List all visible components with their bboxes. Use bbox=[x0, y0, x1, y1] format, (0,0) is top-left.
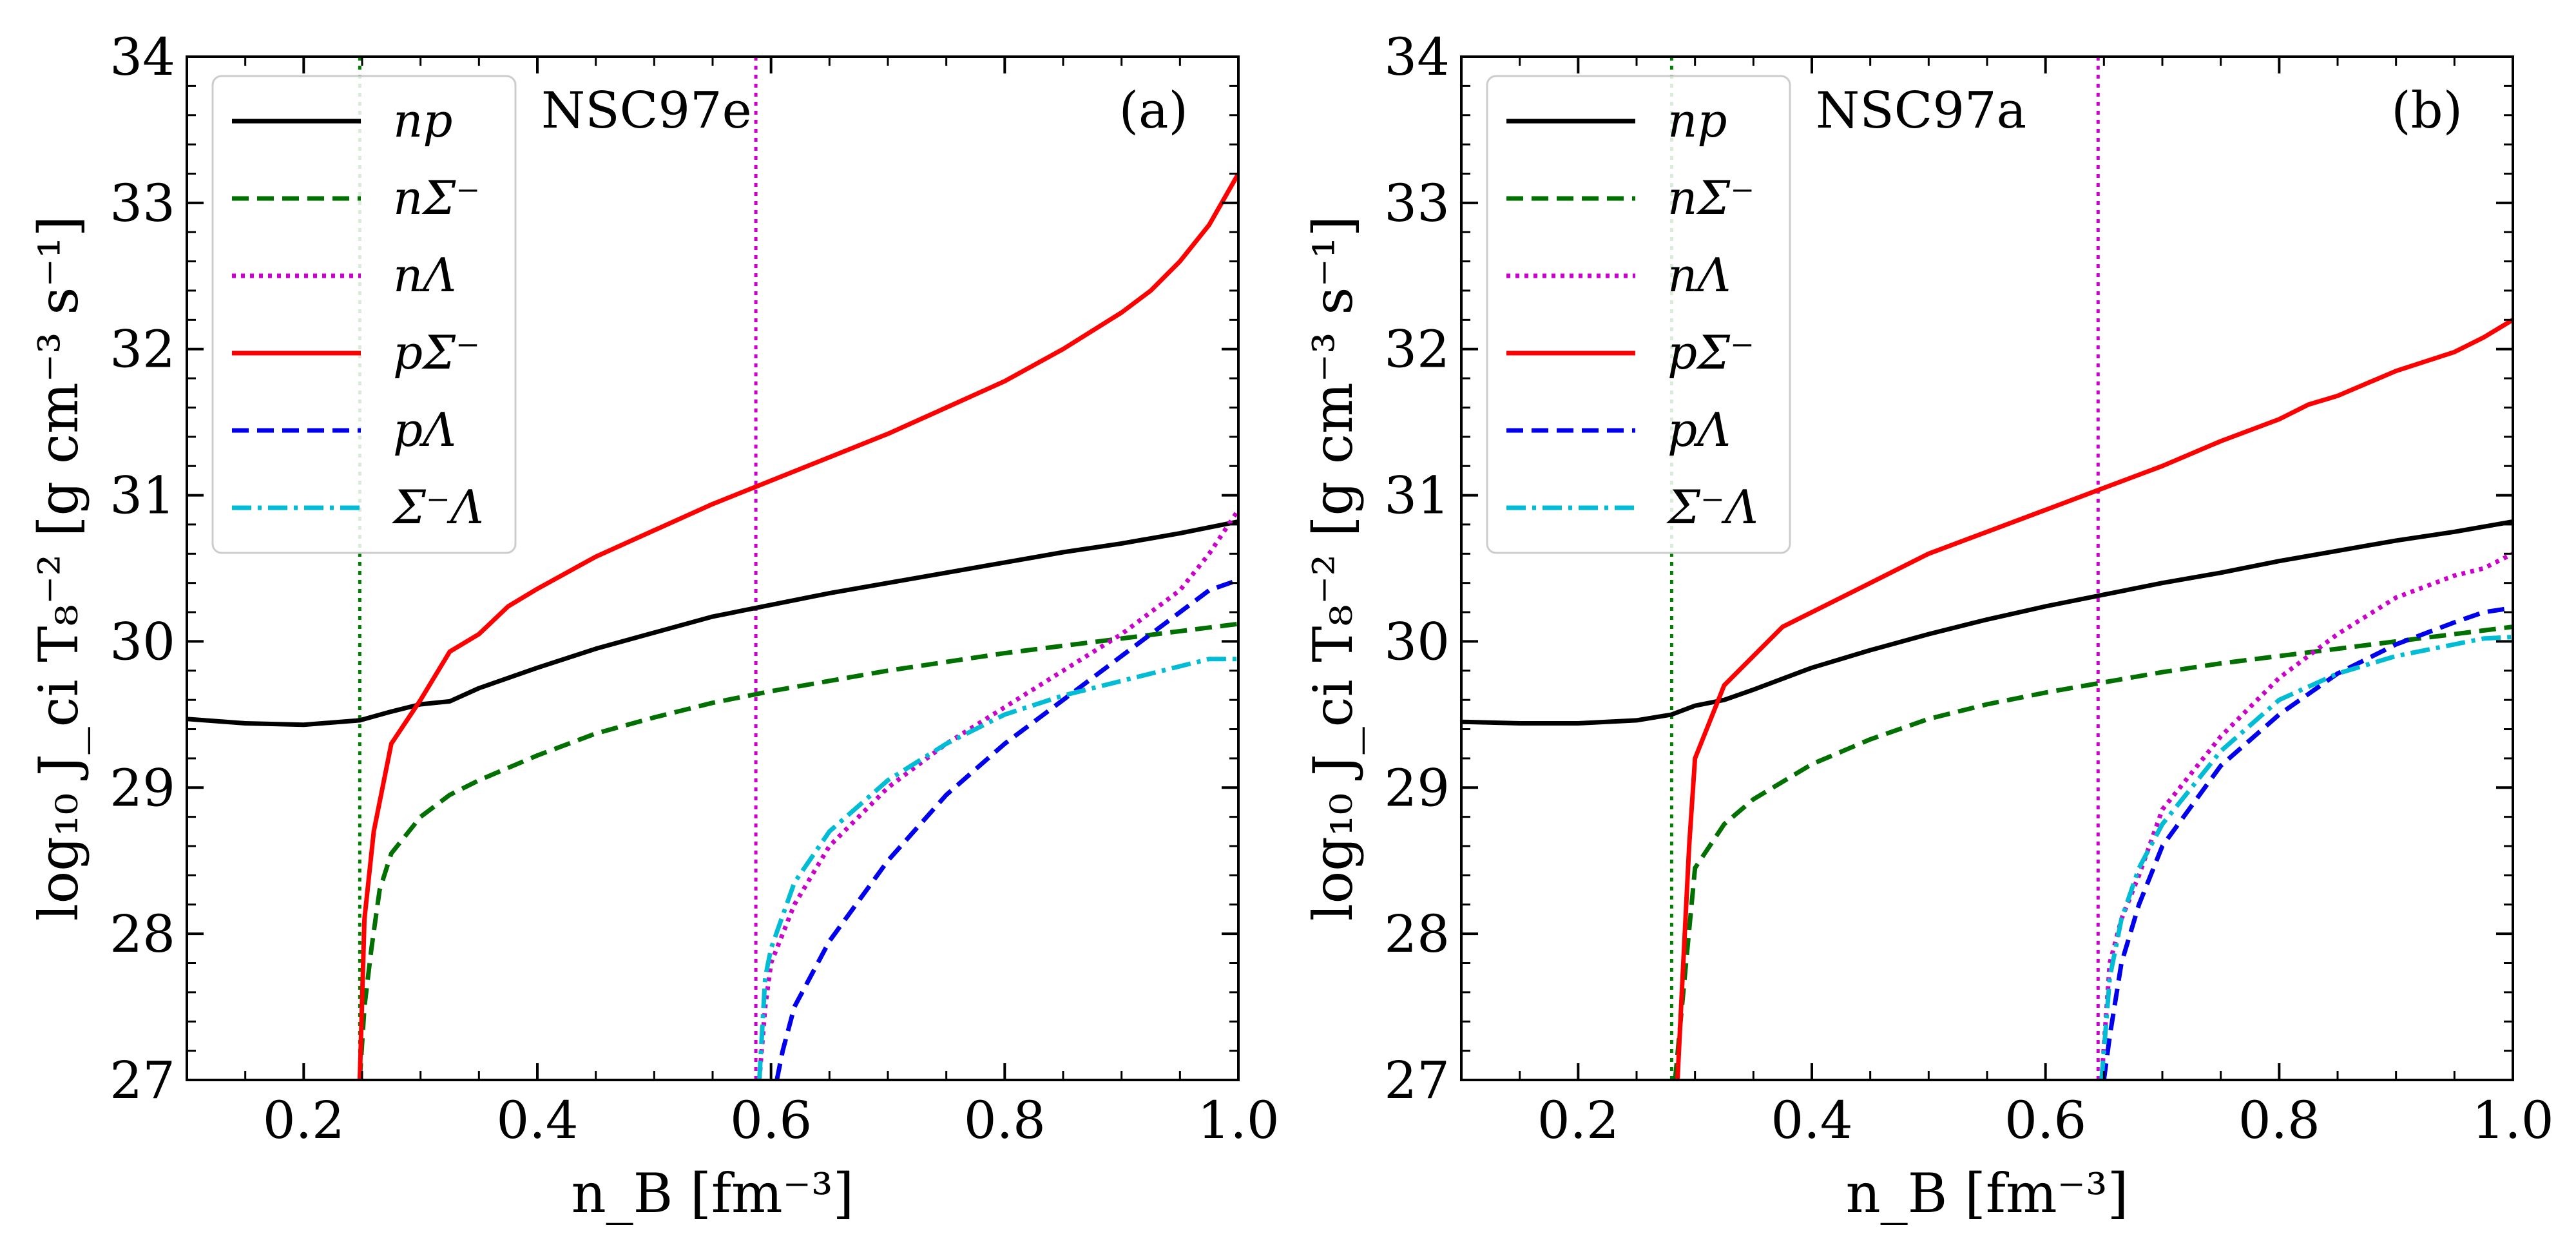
model-name: NSC97a bbox=[1816, 82, 2026, 140]
legend-label-np: np bbox=[1668, 93, 1727, 148]
series-line-psigma- bbox=[357, 172, 1238, 1080]
y-axis-label: log₁₀ J_ci T₈⁻² [g cm⁻³ s⁻¹] bbox=[1302, 216, 1365, 921]
series-line-plambda bbox=[2101, 605, 2513, 1080]
panel-label: (a) bbox=[1119, 82, 1188, 140]
series-line-sigma-lambda bbox=[757, 657, 1238, 1080]
legend-box bbox=[211, 75, 517, 554]
legend-label-plambda: pΛ bbox=[1668, 403, 1731, 457]
legend-label-psigma-: pΣ⁻ bbox=[1668, 325, 1754, 380]
y-tick-label: 33 bbox=[1384, 173, 1450, 233]
legend: np nΣ⁻ nΛ pΣ⁻ pΛ Σ⁻Λ bbox=[1486, 75, 1791, 554]
series-line-nlambda bbox=[757, 508, 1238, 1080]
y-tick-label: 31 bbox=[110, 466, 175, 526]
y-tick-label: 28 bbox=[1384, 904, 1450, 964]
series-line-np bbox=[187, 519, 1238, 727]
x-tick-label: 0.6 bbox=[730, 1090, 812, 1150]
y-tick-label: 29 bbox=[1384, 758, 1450, 818]
series-line-plambda bbox=[774, 577, 1238, 1080]
legend-label-np: np bbox=[393, 93, 452, 148]
series-line-nlambda bbox=[2099, 552, 2513, 1080]
y-tick-label: 30 bbox=[110, 612, 175, 671]
y-tick-label: 33 bbox=[110, 173, 175, 233]
legend-label-nlambda: nΛ bbox=[393, 248, 456, 302]
series-group bbox=[1461, 318, 2513, 1080]
y-tick-label: 28 bbox=[110, 904, 175, 964]
x-tick-label: 0.4 bbox=[496, 1090, 578, 1150]
panel-label: (b) bbox=[2391, 82, 2463, 140]
x-axis-label: n_B [fm⁻³] bbox=[1846, 1162, 2129, 1225]
y-tick-label: 29 bbox=[110, 758, 175, 818]
x-tick-label: 1.0 bbox=[2472, 1090, 2553, 1150]
y-tick-label: 34 bbox=[110, 27, 175, 87]
y-axis-label: log₁₀ J_ci T₈⁻² [g cm⁻³ s⁻¹] bbox=[27, 216, 90, 921]
x-tick-label: 0.6 bbox=[2004, 1090, 2086, 1150]
x-tick-label: 0.2 bbox=[263, 1090, 345, 1150]
x-axis-label: n_B [fm⁻³] bbox=[572, 1162, 854, 1225]
legend-label-nsigma-: nΣ⁻ bbox=[393, 171, 480, 225]
y-tick-label: 34 bbox=[1384, 27, 1450, 87]
y-tick-label: 32 bbox=[1384, 320, 1450, 380]
x-tick-label: 0.8 bbox=[964, 1090, 1046, 1150]
legend-label-plambda: pΛ bbox=[393, 403, 456, 457]
series-line-sigma-lambda bbox=[2099, 635, 2513, 1080]
y-tick-label: 30 bbox=[1384, 612, 1450, 671]
x-tick-label: 0.4 bbox=[1771, 1090, 1852, 1150]
legend-label-sigma-lambda: Σ⁻Λ bbox=[391, 480, 484, 534]
series-line-nsigma- bbox=[357, 621, 1238, 1080]
y-tick-label: 32 bbox=[110, 320, 175, 380]
legend: np nΣ⁻ nΛ pΣ⁻ pΛ Σ⁻Λ bbox=[211, 75, 517, 554]
y-tick-label: 27 bbox=[110, 1050, 175, 1110]
legend-box bbox=[1486, 75, 1791, 554]
legend-label-sigma-lambda: Σ⁻Λ bbox=[1666, 480, 1758, 534]
model-name: NSC97e bbox=[541, 82, 752, 140]
x-tick-label: 0.8 bbox=[2238, 1090, 2320, 1150]
x-tick-label: 0.2 bbox=[1537, 1090, 1619, 1150]
series-line-nsigma- bbox=[1673, 624, 2513, 1080]
y-tick-label: 31 bbox=[1384, 466, 1450, 526]
panel-b: 0.2 0.4 0.6 0.8 1.0 27 28 29 30 31 32 33 34 n_B [fm⁻³… bbox=[1302, 27, 2554, 1225]
legend-label-nlambda: nΛ bbox=[1668, 248, 1731, 302]
series-line-np bbox=[1461, 519, 2513, 726]
legend-label-psigma-: pΣ⁻ bbox=[393, 325, 480, 380]
legend-label-nsigma-: nΣ⁻ bbox=[1668, 171, 1754, 225]
series-line-psigma- bbox=[1675, 318, 2513, 1080]
y-tick-label: 27 bbox=[1384, 1050, 1450, 1110]
series-group bbox=[187, 172, 1238, 1080]
panel-a: 0.2 0.4 0.6 0.8 1.0 27 28 29 30 31 32 33 34 n_B [fm⁻³… bbox=[27, 27, 1280, 1225]
x-tick-label: 1.0 bbox=[1197, 1090, 1279, 1150]
